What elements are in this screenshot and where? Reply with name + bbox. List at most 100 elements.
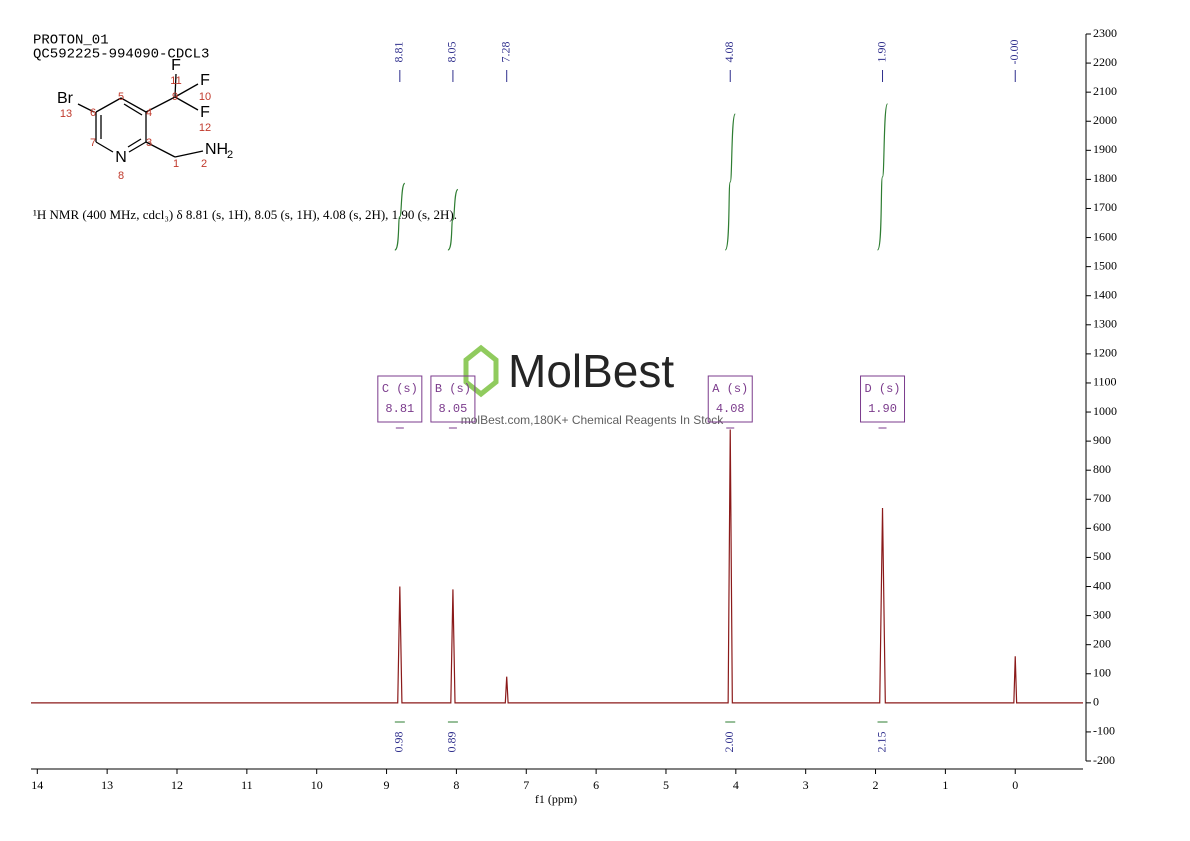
y-tick-label: -100	[1093, 724, 1115, 738]
y-tick-label: 1400	[1093, 287, 1117, 301]
y-tick-label: 1300	[1093, 317, 1117, 331]
atom-number: 10	[199, 91, 211, 103]
atom-number: 6	[90, 107, 96, 119]
integral-label: 2.15	[874, 732, 888, 753]
bond	[120, 97, 147, 113]
y-tick-label: 1500	[1093, 258, 1117, 272]
structure: Br 13 6 5 4 9 F 11 10 F F 12 7 N 8 3 1 N…	[57, 57, 233, 182]
bond	[174, 150, 204, 158]
atom-number: 12	[199, 122, 211, 134]
atom: F	[171, 57, 181, 74]
x-tick-label: 2	[873, 778, 879, 792]
atom-number: 4	[146, 107, 152, 119]
y-tick-label: 1100	[1093, 375, 1117, 389]
y-tick-label: 1600	[1093, 229, 1117, 243]
x-tick-label: 13	[101, 778, 113, 792]
atom: F	[200, 104, 210, 121]
bond	[127, 138, 142, 148]
y-tick-label: 200	[1093, 636, 1111, 650]
bond	[145, 96, 176, 113]
bond	[174, 83, 199, 98]
peak-label: 8.81	[392, 42, 406, 63]
x-tick-label: 14	[31, 778, 43, 792]
watermark-logo	[463, 344, 499, 398]
y-tick-label: -200	[1093, 753, 1115, 767]
x-tick-label: 1	[942, 778, 948, 792]
integral-label: 0.89	[445, 732, 459, 753]
bond	[145, 141, 176, 158]
peak-label: 1.90	[874, 42, 888, 63]
watermark-brand: MolBest	[508, 345, 674, 397]
y-tick-label: 900	[1093, 433, 1111, 447]
y-tick-label: 2200	[1093, 55, 1117, 69]
multiplet-name: C (s)	[382, 382, 418, 396]
multiplet-shift: 1.90	[868, 402, 897, 416]
x-tick-label: 0	[1012, 778, 1018, 792]
atom-number: 5	[118, 91, 124, 103]
spectrum	[31, 429, 1083, 704]
peak-label: 8.05	[445, 42, 459, 63]
x-tick-label: 4	[733, 778, 739, 792]
atom: F	[200, 72, 210, 89]
atom: N	[115, 149, 127, 166]
multiplet-box	[707, 375, 753, 423]
atom: Br	[57, 90, 74, 107]
y-tick-label: 2100	[1093, 84, 1117, 98]
atom-subscript: 2	[227, 149, 233, 161]
multiplet-box	[430, 375, 476, 423]
atom: NH	[205, 141, 228, 158]
sample-id: QC592225-994090-CDCL3	[33, 47, 209, 63]
y-tick-label: 400	[1093, 578, 1111, 592]
bond	[174, 96, 199, 111]
x-tick-label: 7	[523, 778, 529, 792]
integral-curve	[394, 182, 406, 251]
atom-number: 7	[90, 137, 96, 149]
integral-curve	[447, 188, 459, 251]
atom-number: 2	[201, 158, 207, 170]
peak-label: 4.08	[722, 42, 736, 63]
y-tick-label: 1200	[1093, 346, 1117, 360]
bond	[95, 141, 114, 153]
atom-number: 3	[146, 137, 152, 149]
y-tick-label: 2000	[1093, 113, 1117, 127]
multiplet-name: D (s)	[865, 382, 901, 396]
y-tick-label: 700	[1093, 491, 1111, 505]
atom-number: 13	[60, 108, 72, 120]
y-tick-label: 100	[1093, 666, 1111, 680]
atom-number: 8	[118, 170, 124, 182]
y-tick-label: 600	[1093, 520, 1111, 534]
y-tick-label: 0	[1093, 695, 1099, 709]
x-tick-label: 6	[593, 778, 599, 792]
atom-number: 9	[172, 91, 178, 103]
multiplet-shift: 8.05	[439, 402, 468, 416]
bond	[77, 103, 95, 113]
multiplet-shift: 8.81	[385, 402, 414, 416]
x-axis-label: f1 (ppm)	[535, 792, 577, 806]
y-tick-label: 800	[1093, 462, 1111, 476]
integral-curve	[724, 113, 736, 251]
x-tick-label: 10	[311, 778, 323, 792]
bond	[174, 73, 177, 98]
multiplet-name: B (s)	[435, 382, 471, 396]
multiplet-box	[860, 375, 906, 423]
multiplet-shift: 4.08	[716, 402, 745, 416]
integral-label: 0.98	[392, 732, 406, 753]
x-tick-label: 5	[663, 778, 669, 792]
watermark: MolBest molBest.com,180K+ Chemical Reage…	[461, 344, 724, 427]
y-tick-label: 300	[1093, 607, 1111, 621]
atom-number: 11	[170, 75, 181, 87]
integral-label: 2.00	[722, 732, 736, 753]
bond	[95, 97, 122, 113]
y-tick-label: 1000	[1093, 404, 1117, 418]
watermark-tagline: molBest.com,180K+ Chemical Reagents In S…	[461, 413, 724, 427]
integral-curve	[876, 103, 889, 251]
bond	[123, 103, 143, 116]
peak-label: 7.28	[498, 42, 512, 63]
y-tick-label: 2300	[1093, 26, 1117, 40]
x-tick-label: 11	[241, 778, 253, 792]
nmr-description: ¹H NMR (400 MHz, cdcl₃) δ 8.81 (s, 1H), …	[33, 207, 457, 222]
x-tick-label: 12	[171, 778, 183, 792]
atom-number: 1	[173, 158, 179, 170]
experiment-name: PROTON_01	[33, 33, 109, 49]
